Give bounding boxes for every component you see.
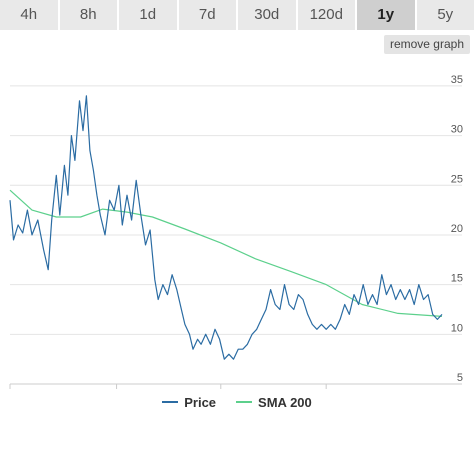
y-tick-label: 25 <box>451 173 463 185</box>
y-tick-label: 10 <box>451 322 463 334</box>
tab-1d[interactable]: 1d <box>119 0 177 30</box>
sma-200-series-line <box>9 189 443 317</box>
y-tick-label: 30 <box>451 124 463 136</box>
legend-label-price: Price <box>184 394 217 410</box>
legend-swatch-sma <box>236 401 253 403</box>
legend-swatch-price <box>162 401 179 403</box>
tab-8h[interactable]: 8h <box>59 0 117 30</box>
price-series-line <box>9 95 443 360</box>
tab-5y[interactable]: 5y <box>416 0 474 30</box>
tab-4h[interactable]: 4h <box>0 0 58 30</box>
y-tick-label: 15 <box>451 273 463 285</box>
price-chart: 5101520253035Oct '24Jan '25Apr '25Jul '2… <box>9 74 463 389</box>
tab-1y[interactable]: 1y <box>357 0 415 30</box>
legend-label-sma: SMA 200 <box>258 394 312 410</box>
legend-item-price[interactable]: Price <box>162 395 216 410</box>
legend-item-sma[interactable]: SMA 200 <box>236 395 312 410</box>
remove-graph-button[interactable]: remove graph <box>383 35 470 54</box>
chart-legend: Price SMA 200 <box>0 392 474 412</box>
tab-30d[interactable]: 30d <box>238 0 296 30</box>
y-tick-label: 20 <box>451 223 463 235</box>
timeframe-tabs: 4h 8h 1d 7d 30d 120d 1y 5y <box>0 0 474 30</box>
tab-7d[interactable]: 7d <box>178 0 236 30</box>
y-tick-label: 5 <box>457 372 463 384</box>
y-tick-label: 35 <box>451 74 463 86</box>
tab-120d[interactable]: 120d <box>297 0 355 30</box>
